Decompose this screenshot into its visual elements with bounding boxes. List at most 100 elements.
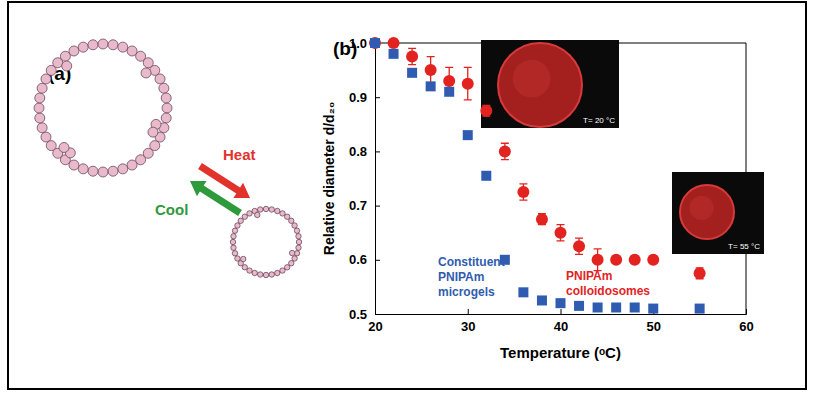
data-point bbox=[573, 240, 585, 252]
microgel-bead bbox=[78, 164, 88, 174]
shell bbox=[233, 209, 299, 275]
microgel-bead bbox=[159, 83, 169, 93]
microgel-bead bbox=[292, 223, 297, 228]
data-point bbox=[648, 304, 658, 314]
inset-label: T= 20 °C bbox=[583, 116, 615, 125]
inset-image: T= 55 °C bbox=[672, 172, 764, 254]
x-axis-title: Temperature (ᵒC) bbox=[500, 344, 621, 361]
data-point bbox=[518, 287, 528, 297]
microgel-bead bbox=[235, 256, 240, 261]
microgel-bead bbox=[118, 164, 128, 174]
data-point bbox=[574, 301, 584, 311]
microgel-bead bbox=[62, 61, 72, 71]
y-tick-label: 0.9 bbox=[349, 90, 367, 105]
y-tick: 0.5 bbox=[349, 307, 380, 322]
inset-texture bbox=[689, 196, 713, 220]
microgel-bead bbox=[232, 251, 237, 256]
microgel-bead bbox=[242, 214, 247, 219]
microgel-bead bbox=[269, 272, 274, 277]
inset-colloidosome bbox=[498, 43, 582, 127]
shell bbox=[39, 44, 167, 172]
series-1 bbox=[370, 38, 705, 314]
y-tick-label: 0.8 bbox=[349, 144, 367, 159]
x-tick: 40 bbox=[554, 309, 568, 334]
series-label: PNIPAmcolloidosomes bbox=[566, 269, 650, 298]
data-point bbox=[407, 68, 417, 78]
microgel-bead bbox=[285, 265, 290, 270]
data-point bbox=[593, 302, 603, 312]
y-tick: 0.8 bbox=[349, 144, 380, 159]
microgel-bead bbox=[280, 268, 285, 273]
x-tick-mark bbox=[468, 309, 469, 314]
microgel-bead bbox=[108, 166, 118, 176]
microgel-bead bbox=[235, 223, 240, 228]
data-point bbox=[517, 186, 529, 198]
y-tick: 0.9 bbox=[349, 90, 380, 105]
figure: (a)HeatCool(b)20304050600.50.60.70.80.91… bbox=[0, 0, 816, 394]
microgel-bead bbox=[280, 211, 285, 216]
data-marks bbox=[369, 37, 706, 314]
data-point bbox=[370, 38, 380, 48]
y-tick-label: 0.5 bbox=[349, 307, 367, 322]
figure-frame bbox=[8, 2, 806, 389]
x-tick-label: 60 bbox=[739, 319, 753, 334]
microgel-bead bbox=[230, 239, 235, 244]
y-axis-title: Relative diameter d/d₂₀ bbox=[321, 102, 337, 255]
microgel-bead bbox=[59, 142, 69, 152]
microgel-bead bbox=[78, 42, 88, 52]
y-tick-mark bbox=[375, 97, 380, 98]
microgel-bead bbox=[108, 40, 118, 50]
series-label-line: microgels bbox=[438, 285, 495, 299]
cool-label: Cool bbox=[155, 201, 188, 218]
inset-colloidosome bbox=[680, 185, 734, 239]
microgel-bead bbox=[231, 245, 236, 250]
data-point bbox=[389, 49, 399, 59]
data-point bbox=[425, 64, 437, 76]
y-tick: 0.7 bbox=[349, 198, 380, 213]
x-tick-mark bbox=[561, 309, 562, 314]
x-tick: 60 bbox=[739, 309, 753, 334]
microgel-bead bbox=[155, 74, 165, 84]
data-point bbox=[611, 302, 621, 312]
microgel-bead bbox=[141, 68, 151, 78]
y-axis-line bbox=[376, 44, 381, 315]
y-tick-label: 0.6 bbox=[349, 252, 367, 267]
data-point bbox=[462, 78, 474, 90]
series-label: ConstituentPNIPAmmicrogels bbox=[438, 255, 505, 299]
y-tick: 1.0 bbox=[349, 36, 380, 51]
microgel-bead bbox=[252, 270, 257, 275]
data-point bbox=[555, 227, 567, 239]
data-point bbox=[647, 254, 659, 266]
data-point bbox=[499, 145, 511, 157]
series-label-line: PNIPAm bbox=[438, 270, 484, 284]
x-tick-label: 30 bbox=[461, 319, 475, 334]
inset-texture bbox=[513, 60, 551, 98]
series-label-line: Constituent bbox=[438, 255, 505, 269]
cool-arrow bbox=[190, 181, 242, 216]
microgel-bead bbox=[255, 212, 260, 217]
data-point bbox=[694, 267, 706, 279]
data-point bbox=[444, 87, 454, 97]
data-point bbox=[556, 298, 566, 308]
microgel-bead bbox=[263, 206, 268, 211]
x-tick-label: 20 bbox=[368, 319, 382, 334]
microgel-bead bbox=[69, 46, 79, 56]
x-tick-mark bbox=[746, 309, 747, 314]
y-axis: 0.5 0.6 0.7 0.8 0.9 1.0 bbox=[349, 36, 380, 322]
microgel-bead bbox=[296, 245, 301, 250]
microgel-bead bbox=[241, 256, 246, 261]
data-point bbox=[536, 213, 548, 225]
inset-background bbox=[672, 172, 764, 254]
x-tick: 30 bbox=[461, 309, 475, 334]
data-point bbox=[426, 81, 436, 91]
y-tick-mark bbox=[375, 151, 380, 152]
microgel-bead bbox=[292, 256, 297, 261]
series-0 bbox=[369, 37, 706, 279]
data-point bbox=[369, 37, 381, 49]
microgel-bead bbox=[275, 270, 280, 275]
data-point bbox=[481, 171, 491, 181]
inset-background bbox=[481, 40, 619, 128]
microgel-bead bbox=[41, 132, 51, 142]
microgel-bead bbox=[34, 103, 44, 113]
microgel-bead bbox=[37, 123, 47, 133]
